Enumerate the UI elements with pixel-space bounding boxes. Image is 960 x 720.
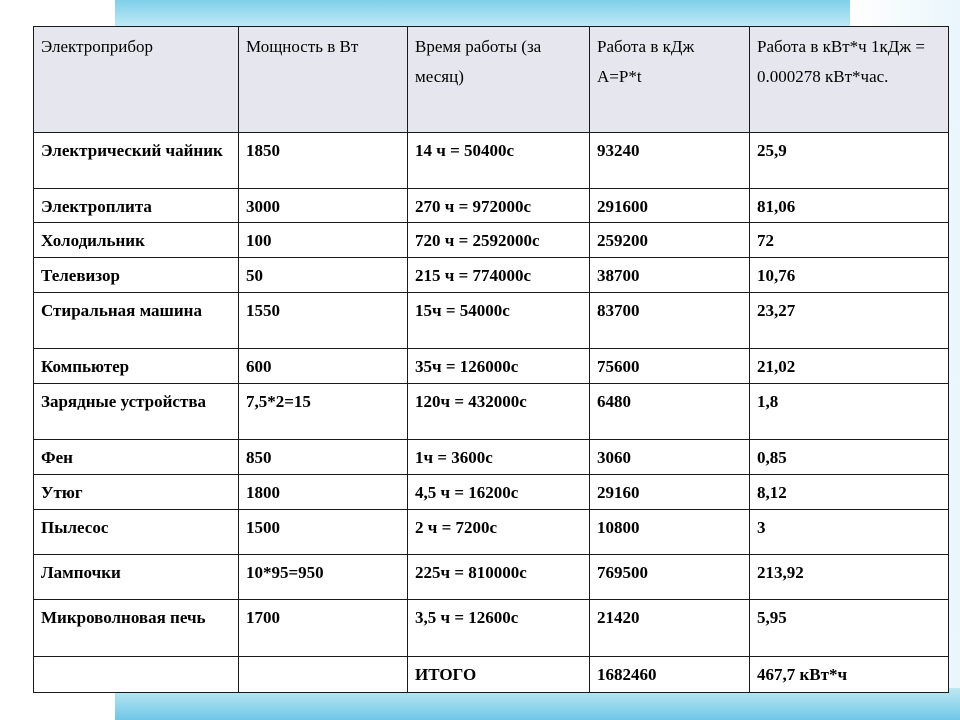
table-cell: 120ч = 432000с	[407, 383, 590, 440]
table-cell: 29160	[589, 474, 750, 510]
header-cell: Работа в кВт*ч 1кДж = 0.000278 кВт*час.	[749, 26, 949, 133]
table-row: Компьютер 600 35ч = 126000с 75600 21,02	[33, 348, 949, 384]
table-cell: 38700	[589, 257, 750, 293]
table-cell: 3	[749, 509, 949, 555]
table-cell: Электроплита	[33, 188, 239, 223]
table-cell: 720 ч = 2592000с	[407, 222, 590, 258]
table-cell: 93240	[589, 132, 750, 189]
table-cell: 215 ч = 774000с	[407, 257, 590, 293]
table-row: Зарядные устройства 7,5*2=15 120ч = 4320…	[33, 383, 949, 440]
table-row: Электроплита 3000 270 ч = 972000с 291600…	[33, 188, 949, 223]
table-row: Стиральная машина 1550 15ч = 54000с 8370…	[33, 292, 949, 349]
header-cell: Работа в кДж A=P*t	[589, 26, 750, 133]
table-cell: 1ч = 3600с	[407, 439, 590, 475]
table-row: Телевизор 50 215 ч = 774000с 38700 10,76	[33, 257, 949, 293]
table-cell: 1,8	[749, 383, 949, 440]
table-cell: Холодильник	[33, 222, 239, 258]
table-cell: 15ч = 54000с	[407, 292, 590, 349]
table-row: Утюг 1800 4,5 ч = 16200с 29160 8,12	[33, 474, 949, 510]
table-cell: 81,06	[749, 188, 949, 223]
table-cell: 1800	[238, 474, 408, 510]
table-cell: 259200	[589, 222, 750, 258]
header-cell: Электроприбор	[33, 26, 239, 133]
table-row: Холодильник 100 720 ч = 2592000с 259200 …	[33, 222, 949, 258]
table-cell: Зарядные устройства	[33, 383, 239, 440]
table-cell: Электрический чайник	[33, 132, 239, 189]
table-cell: 75600	[589, 348, 750, 384]
table-row: Микроволновая печь 1700 3,5 ч = 12600с 2…	[33, 599, 949, 657]
energy-consumption-table: Электроприбор Мощность в Вт Время работы…	[33, 26, 949, 693]
table-cell: Телевизор	[33, 257, 239, 293]
table-cell: 21,02	[749, 348, 949, 384]
table-cell: 50	[238, 257, 408, 293]
table-cell	[238, 656, 408, 693]
table-cell: 7,5*2=15	[238, 383, 408, 440]
table-cell: 225ч = 810000с	[407, 554, 590, 600]
table-cell: Микроволновая печь	[33, 599, 239, 657]
table-total-row: ИТОГО 1682460 467,7 кВт*ч	[33, 656, 949, 693]
table-cell: 25,9	[749, 132, 949, 189]
table-cell: 1700	[238, 599, 408, 657]
table-header-row: Электроприбор Мощность в Вт Время работы…	[33, 26, 949, 133]
table-cell: Компьютер	[33, 348, 239, 384]
table-cell: 5,95	[749, 599, 949, 657]
table-cell: Пылесос	[33, 509, 239, 555]
table-cell: 4,5 ч = 16200с	[407, 474, 590, 510]
table-cell: 35ч = 126000с	[407, 348, 590, 384]
table-row: Пылесос 1500 2 ч = 7200с 10800 3	[33, 509, 949, 555]
table-cell: 8,12	[749, 474, 949, 510]
table-row: Фен 850 1ч = 3600с 3060 0,85	[33, 439, 949, 475]
total-label: ИТОГО	[407, 656, 590, 693]
table-cell: 100	[238, 222, 408, 258]
total-kwh: 467,7 кВт*ч	[749, 656, 949, 693]
table-cell: 3060	[589, 439, 750, 475]
table-cell: 600	[238, 348, 408, 384]
table-cell: 23,27	[749, 292, 949, 349]
table-cell: Лампочки	[33, 554, 239, 600]
table-cell: 213,92	[749, 554, 949, 600]
table-cell: 0,85	[749, 439, 949, 475]
table-cell: Фен	[33, 439, 239, 475]
table-cell: 10,76	[749, 257, 949, 293]
table-cell: 1550	[238, 292, 408, 349]
table-cell: 3000	[238, 188, 408, 223]
table-cell: 72	[749, 222, 949, 258]
table-row: Электрический чайник 1850 14 ч = 50400с …	[33, 132, 949, 189]
slide-bottom-band	[115, 688, 960, 720]
table-cell: 769500	[589, 554, 750, 600]
table-cell: 291600	[589, 188, 750, 223]
table-cell: 270 ч = 972000с	[407, 188, 590, 223]
table-cell: Стиральная машина	[33, 292, 239, 349]
table-cell: 14 ч = 50400с	[407, 132, 590, 189]
table-cell: 10800	[589, 509, 750, 555]
table-cell	[33, 656, 239, 693]
table-cell: 83700	[589, 292, 750, 349]
table-cell: 3,5 ч = 12600с	[407, 599, 590, 657]
header-cell: Время работы (за месяц)	[407, 26, 590, 133]
table-cell: 850	[238, 439, 408, 475]
table-cell: 1500	[238, 509, 408, 555]
table-cell: 1850	[238, 132, 408, 189]
slide-top-band	[115, 0, 850, 26]
table-row: Лампочки 10*95=950 225ч = 810000с 769500…	[33, 554, 949, 600]
table-cell: 10*95=950	[238, 554, 408, 600]
table-cell: 6480	[589, 383, 750, 440]
table-cell: 21420	[589, 599, 750, 657]
table-cell: Утюг	[33, 474, 239, 510]
total-kj: 1682460	[589, 656, 750, 693]
header-cell: Мощность в Вт	[238, 26, 408, 133]
table-cell: 2 ч = 7200с	[407, 509, 590, 555]
